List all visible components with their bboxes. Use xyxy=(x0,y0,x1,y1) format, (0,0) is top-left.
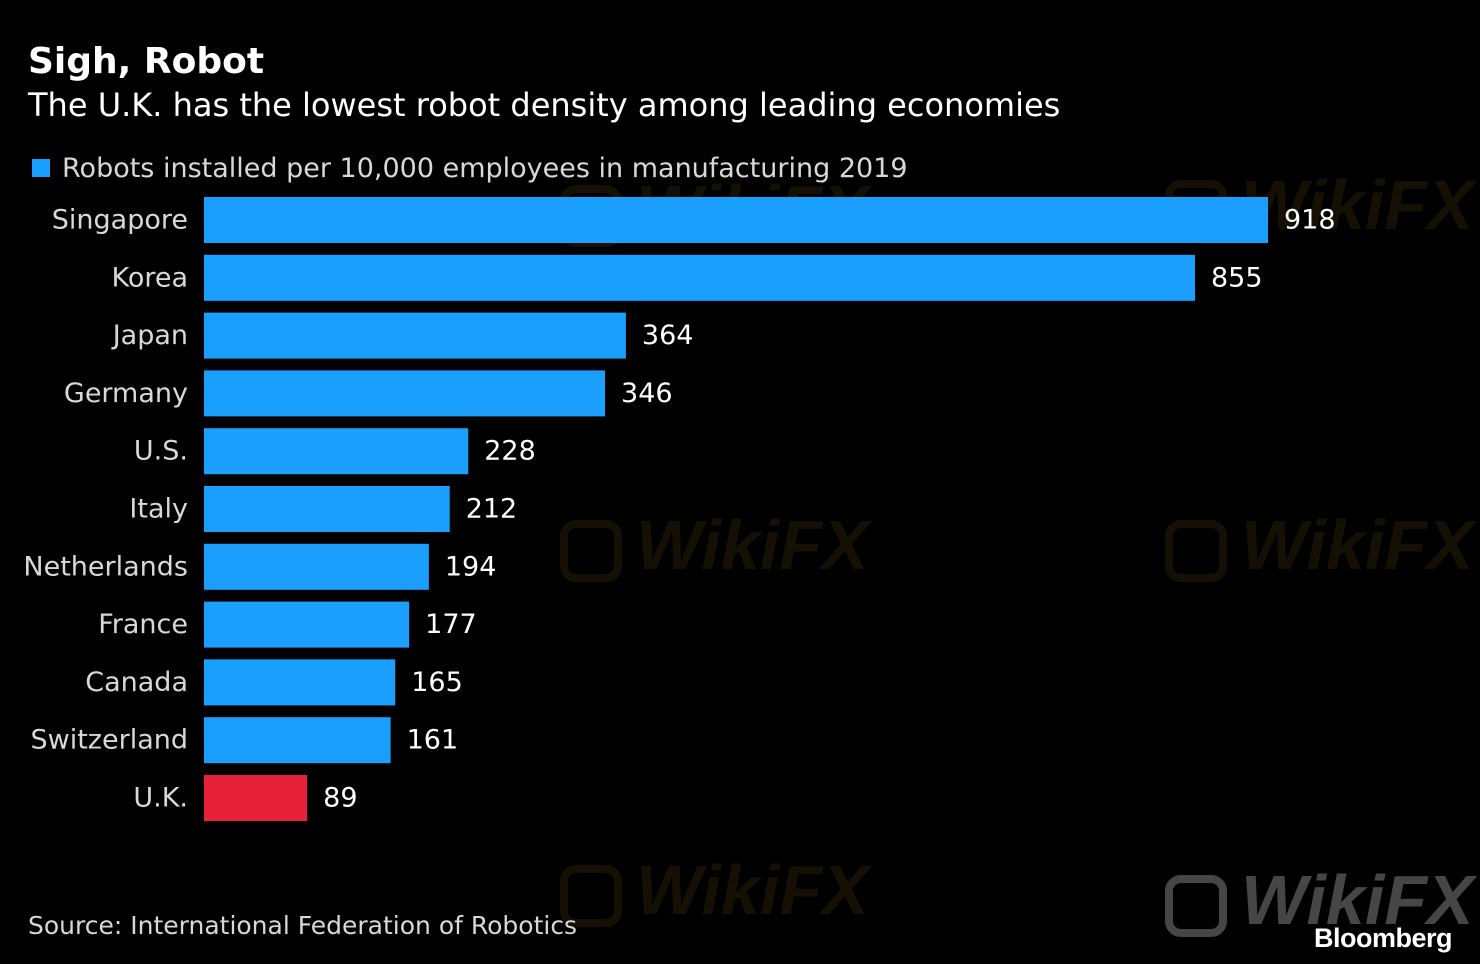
category-label: Japan xyxy=(111,320,188,351)
value-label: 918 xyxy=(1284,205,1336,236)
legend: Robots installed per 10,000 employees in… xyxy=(32,150,908,186)
category-label: Korea xyxy=(111,262,188,293)
chart-subtitle: The U.K. has the lowest robot density am… xyxy=(28,86,1061,124)
bar-canada xyxy=(204,659,396,706)
value-label: 177 xyxy=(425,609,477,640)
value-label: 194 xyxy=(445,551,497,582)
category-label: Singapore xyxy=(52,205,188,236)
value-label: 165 xyxy=(411,667,463,698)
chart-title: Sigh, Robot xyxy=(28,41,265,82)
bar-germany xyxy=(204,370,606,417)
category-label: Germany xyxy=(64,378,188,409)
category-label: Netherlands xyxy=(23,551,188,582)
value-label: 89 xyxy=(323,783,357,814)
category-label: U.S. xyxy=(134,436,188,467)
bar-switzerland xyxy=(204,717,391,764)
bar-france xyxy=(204,601,410,648)
value-label: 364 xyxy=(642,320,694,351)
category-label: Switzerland xyxy=(31,725,189,756)
source-note: Source: International Federation of Robo… xyxy=(28,911,578,940)
category-label: U.K. xyxy=(133,783,188,814)
legend-label: Robots installed per 10,000 employees in… xyxy=(62,152,908,184)
bar-netherlands xyxy=(204,543,429,590)
value-label: 855 xyxy=(1211,262,1263,293)
category-label: Italy xyxy=(129,494,188,525)
bar-japan xyxy=(204,312,626,359)
bar-u-s xyxy=(204,428,469,475)
legend-swatch xyxy=(32,159,50,177)
category-label: France xyxy=(98,609,188,640)
value-label: 161 xyxy=(407,725,459,756)
value-label: 212 xyxy=(466,494,518,525)
bar-italy xyxy=(204,486,450,532)
brand-logo: Bloomberg xyxy=(1313,923,1453,953)
bar-singapore xyxy=(204,197,1268,243)
value-label: 346 xyxy=(621,378,673,409)
value-label: 228 xyxy=(484,436,536,467)
bar-u-k xyxy=(204,775,308,821)
category-label: Canada xyxy=(85,667,188,698)
bar-korea xyxy=(204,254,1195,301)
